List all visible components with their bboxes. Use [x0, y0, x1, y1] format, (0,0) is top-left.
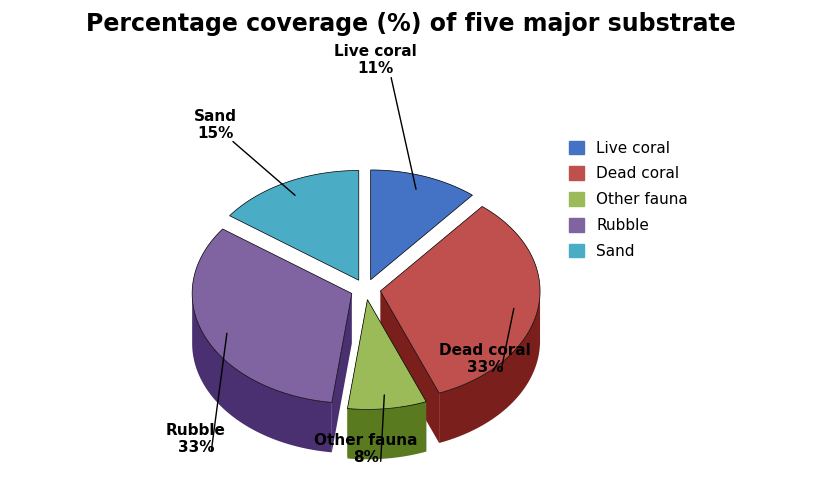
Polygon shape [348, 299, 426, 409]
Polygon shape [192, 294, 332, 452]
Text: Sand
15%: Sand 15% [194, 109, 238, 141]
Polygon shape [348, 299, 367, 459]
Text: Rubble
33%: Rubble 33% [166, 423, 226, 455]
Polygon shape [370, 170, 472, 280]
Text: Live coral
11%: Live coral 11% [334, 44, 417, 76]
Legend: Live coral, Dead coral, Other fauna, Rubble, Sand: Live coral, Dead coral, Other fauna, Rub… [563, 134, 695, 265]
Text: Other fauna
8%: Other fauna 8% [314, 433, 417, 465]
Text: Percentage coverage (%) of five major substrate: Percentage coverage (%) of five major su… [86, 12, 735, 36]
Polygon shape [367, 299, 426, 452]
Polygon shape [332, 293, 352, 452]
Polygon shape [348, 402, 426, 459]
Polygon shape [439, 292, 540, 443]
Polygon shape [381, 291, 439, 443]
Text: Dead coral
33%: Dead coral 33% [439, 343, 531, 375]
Polygon shape [192, 229, 352, 402]
Polygon shape [229, 171, 359, 280]
Polygon shape [381, 207, 540, 393]
